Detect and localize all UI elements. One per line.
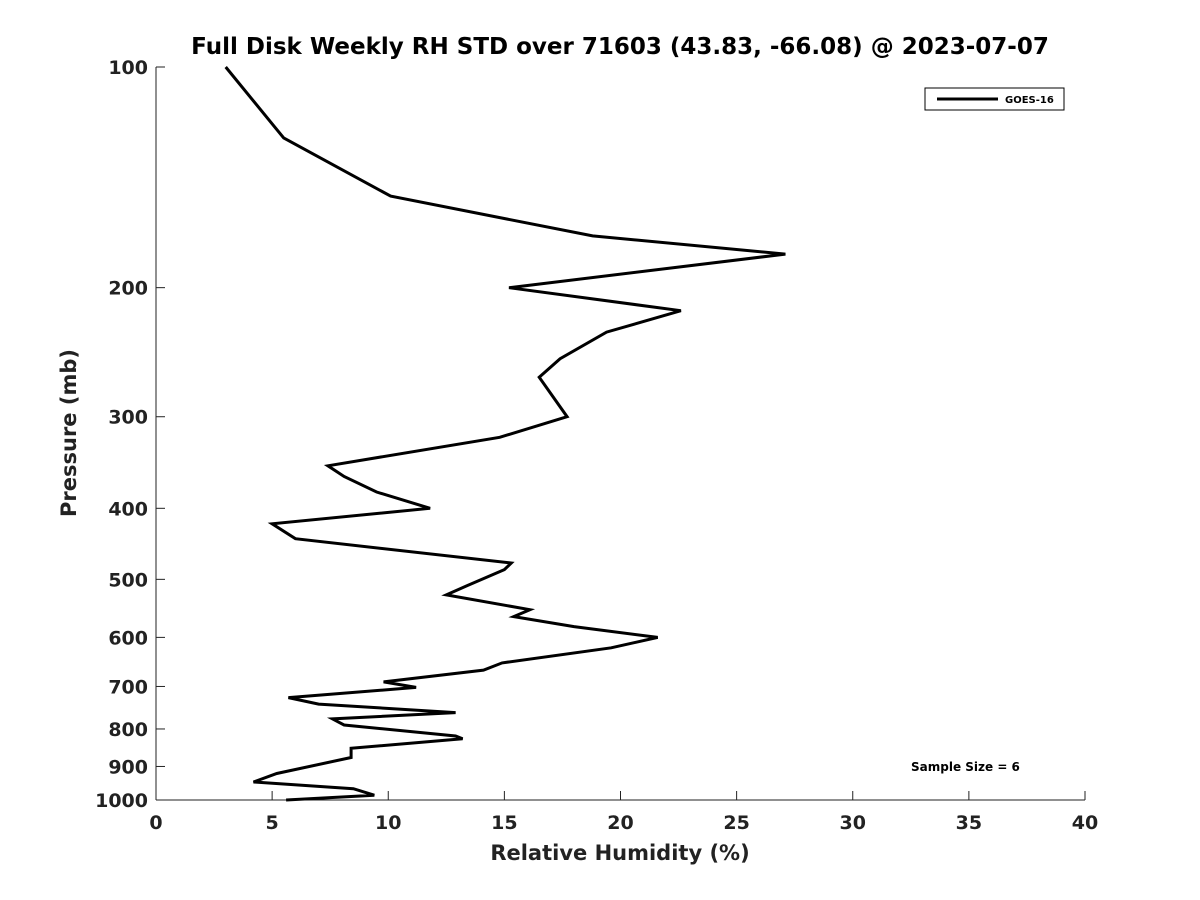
x-tick-label: 15	[491, 812, 517, 834]
x-tick-label: 35	[956, 812, 982, 834]
sample-size-annotation: Sample Size = 6	[911, 760, 1020, 774]
chart-title: Full Disk Weekly RH STD over 71603 (43.8…	[191, 34, 1049, 60]
x-axis-label: Relative Humidity (%)	[490, 841, 749, 865]
y-tick-label: 800	[108, 719, 148, 741]
x-tick-label: 25	[723, 812, 749, 834]
y-ticks: 100 200 300 400 500 600 700 800 900 1000	[95, 57, 165, 812]
y-tick-label: 600	[108, 627, 148, 649]
y-tick-label: 1000	[95, 790, 148, 812]
y-tick-label: 100	[108, 57, 148, 79]
x-ticks: 0 5 10 15 20 25 30 35 40	[149, 791, 1098, 834]
series-layer	[224, 66, 786, 802]
y-tick-label: 500	[108, 569, 148, 591]
y-tick-label: 300	[108, 407, 148, 429]
y-axis-label: Pressure (mb)	[57, 349, 81, 517]
y-tick-label: 700	[108, 676, 148, 698]
x-tick-label: 30	[840, 812, 866, 834]
x-tick-label: 20	[607, 812, 633, 834]
x-tick-label: 0	[149, 812, 162, 834]
x-tick-label: 40	[1072, 812, 1098, 834]
legend-label: GOES-16	[1005, 95, 1054, 106]
axes	[155, 67, 1085, 801]
series-line-goes-16	[224, 66, 786, 802]
y-tick-label: 200	[108, 278, 148, 300]
y-tick-label: 900	[108, 756, 148, 778]
x-tick-label: 10	[375, 812, 401, 834]
legend: GOES-16	[924, 87, 1065, 111]
y-tick-label: 400	[108, 498, 148, 520]
x-tick-label: 5	[266, 812, 279, 834]
